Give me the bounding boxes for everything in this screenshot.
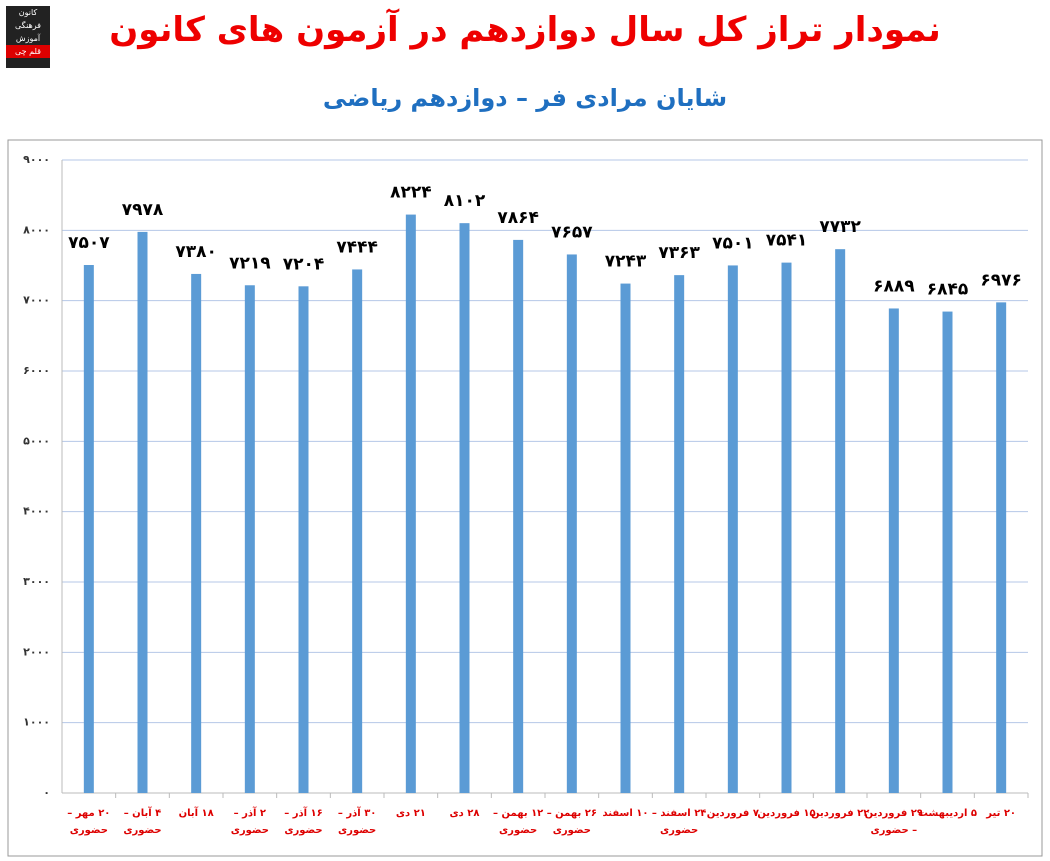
logo-text: کانون: [18, 8, 38, 17]
value-label: ۷۵۰۱: [712, 233, 754, 253]
value-label: ۷۴۴۴: [336, 237, 378, 257]
bar: [888, 308, 899, 793]
x-tick-label: ۲۲ فروردین: [810, 808, 870, 819]
bar: [727, 265, 738, 793]
y-tick-label: ۷۰۰۰: [23, 294, 50, 307]
x-tick-label: ۳۰ آذر – حضوری: [337, 808, 377, 836]
chart-subtitle: شایان مرادی فر – دوازدهم ریاضی: [322, 84, 728, 112]
chart-title: نمودار تراز کل سال دوازدهم در آزمون های …: [109, 10, 941, 50]
value-label: ۷۶۵۷: [551, 222, 593, 242]
x-tick-label: ۲۹ فروردین – حضوری: [864, 808, 923, 836]
x-tick-label: ۲۶ بهمن – حضوری: [546, 808, 597, 836]
y-tick-label: ۸۰۰۰: [23, 223, 50, 236]
bar: [942, 311, 953, 793]
y-tick-label: ۱۰۰۰: [23, 716, 50, 729]
x-tick-label: ۲۱ دی: [395, 808, 426, 819]
value-label: ۷۲۴۳: [605, 252, 647, 272]
x-tick-label: ۱۰ اسفند: [602, 808, 649, 819]
bar: [459, 223, 470, 794]
bar: [781, 262, 792, 793]
x-tick-label: ۲ آذر – حضوری: [230, 808, 269, 836]
y-tick-label: ۹۰۰۰: [23, 153, 50, 166]
value-label: ۷۵۴۱: [766, 231, 808, 251]
chart-frame: [7, 139, 1043, 857]
x-tick-label: ۲۰ مهر – حضوری: [67, 808, 111, 836]
value-label: ۶۹۷۶: [980, 270, 1022, 290]
bar: [566, 254, 577, 794]
value-label: ۷۳۸۰: [175, 242, 217, 262]
x-tick-label: ۲۴ اسفند – حضوری: [651, 808, 707, 836]
logo: کانون فرهنگی آموزش قلم چی: [6, 6, 50, 68]
value-label: ۷۵۰۷: [68, 233, 110, 253]
bar: [620, 283, 631, 793]
value-label: ۸۲۲۴: [390, 183, 432, 203]
x-tick-label: ۲۸ دی: [449, 808, 480, 819]
logo-text: فرهنگی: [15, 21, 41, 30]
x-tick-label: ۱۲ بهمن – حضوری: [493, 808, 544, 836]
bar: [244, 285, 255, 793]
x-tick-label: ۲۰ تیر: [986, 808, 1017, 819]
bar: [137, 231, 148, 793]
y-tick-label: ۳۰۰۰: [23, 575, 50, 588]
value-label: ۷۳۶۳: [658, 243, 700, 263]
value-label: ۶۸۴۵: [927, 280, 969, 300]
bar: [405, 214, 416, 793]
bar: [298, 286, 309, 793]
x-tick-label: ۵ اردیبهشت: [917, 808, 978, 819]
bar: [513, 239, 524, 793]
value-label: ۷۹۷۸: [122, 200, 164, 220]
x-tick-label: ۴ آبان – حضوری: [123, 808, 162, 836]
value-label: ۸۱۰۲: [444, 191, 486, 211]
bar: [352, 269, 363, 793]
bar: [835, 249, 846, 793]
value-label: ۷۷۳۲: [819, 217, 861, 237]
value-label: ۶۸۸۹: [873, 276, 915, 296]
bar: [83, 265, 94, 793]
logo-text: قلم چی: [6, 45, 50, 58]
value-label: ۷۲۰۴: [283, 254, 325, 274]
x-tick-label: ۱۵ فروردین: [757, 808, 816, 819]
bar: [996, 302, 1007, 793]
y-tick-label: ۶۰۰۰: [23, 364, 50, 377]
bar: [191, 273, 202, 793]
value-label: ۷۸۶۴: [497, 208, 539, 228]
y-tick-label: ۲۰۰۰: [23, 645, 50, 658]
logo-text: آموزش: [15, 34, 41, 43]
bar: [674, 275, 685, 793]
x-tick-label: ۱۶ آذر – حضوری: [284, 808, 323, 836]
y-tick-label: ۰: [43, 786, 50, 799]
y-tick-label: ۵۰۰۰: [23, 434, 50, 447]
y-tick-label: ۴۰۰۰: [23, 505, 50, 518]
x-tick-label: ۷ فروردین: [706, 808, 759, 819]
x-tick-label: ۱۸ آبان: [178, 808, 214, 819]
value-label: ۷۲۱۹: [229, 253, 271, 273]
